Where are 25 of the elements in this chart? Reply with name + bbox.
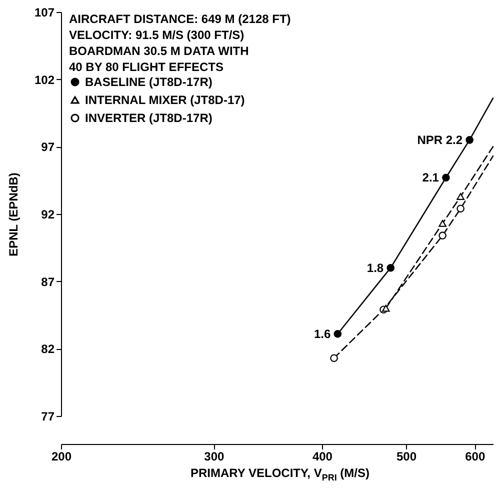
y-tick-label: 102	[34, 72, 55, 87]
legend-label: INTERNAL MIXER (JT8D-17)	[85, 93, 245, 107]
x-axis-title: PRIMARY VELOCITY, V$_{PRI}$ (M/S)	[189, 466, 371, 482]
legend-label: INVERTER (JT8D-17R)	[85, 111, 212, 125]
x-tick-label: 400	[312, 450, 333, 464]
x-tick-label: 200	[51, 450, 72, 464]
legend-label: BASELINE (JT8D-17R)	[85, 75, 212, 89]
annotation: 2.1	[422, 170, 440, 185]
y-axis-title: EPNL (EPNdB)	[6, 172, 20, 256]
annotation: 40 BY 80 FLIGHT EFFECTS	[69, 60, 224, 74]
y-tick-label: 97	[41, 140, 55, 154]
annotation: 1.6	[314, 326, 331, 341]
annotation: BOARDMAN 30.5 M DATA WITH	[69, 44, 249, 58]
y-tick-label: 77	[41, 410, 55, 424]
annotation: NPR 2.2	[417, 132, 463, 147]
y-tick-label: 87	[41, 274, 55, 289]
annotation: AIRCRAFT DISTANCE: 649 M (2128 FT)	[69, 12, 291, 26]
annotation: VELOCITY: 91.5 M/S (300 FT/S)	[69, 28, 244, 42]
y-tick-label: 82	[41, 342, 55, 356]
y-tick-label: 107	[34, 6, 55, 20]
x-tick-label: 300	[204, 450, 224, 464]
y-tick-label: 92	[41, 208, 55, 222]
annotation: 1.8	[366, 260, 384, 275]
x-tick-label: 600	[465, 450, 486, 464]
x-tick-label: 500	[396, 450, 417, 464]
